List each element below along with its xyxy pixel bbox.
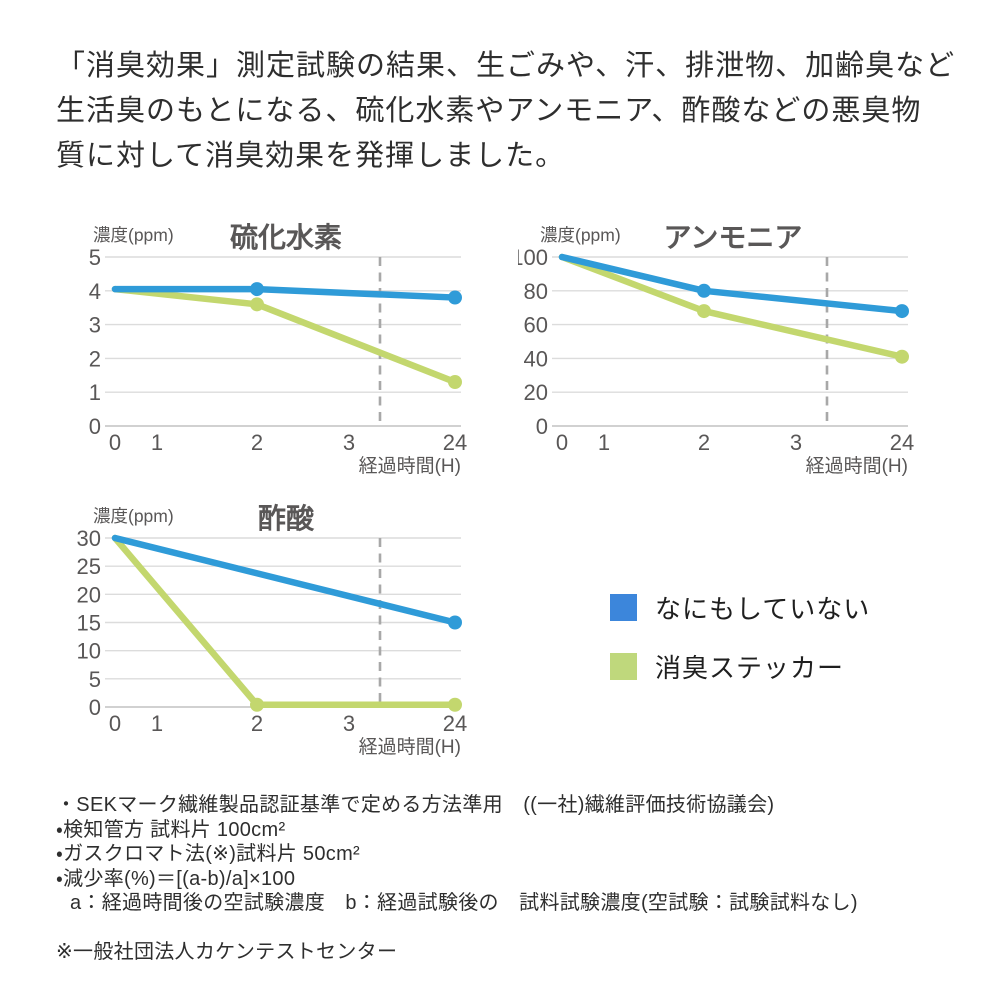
x-tick-label: 3 [343,430,355,455]
y-tick-label: 0 [89,695,101,720]
y-tick-label: 60 [524,313,548,338]
series-line [558,253,906,315]
legend-label-untreated: なにもしていない [655,594,871,624]
y-tick-label: 25 [77,554,101,579]
x-tick-label: 24 [443,711,467,736]
y-axis-label: 濃度(ppm) [93,506,174,526]
y-tick-label: 100 [518,245,548,270]
data-point [895,349,909,364]
intro-text: 「消臭効果」測定試験の結果、生ごみや、汗、排泄物、加齢臭など 生活臭のもとになる… [56,44,961,179]
footnote-line-3: ・ガスクロマト法(※)試料片 50cm² [56,843,361,865]
footnote-note: ※一般社団法人カケンテストセンター [56,940,398,963]
y-tick-label: 20 [77,582,101,607]
x-axis-label: 経過時間(H) [359,736,461,758]
y-tick-label: 1 [89,380,101,405]
intro-line-1: 「消臭効果」測定試験の結果、生ごみや、汗、排泄物、加齢臭など [56,50,956,82]
x-tick-label: 1 [151,430,163,455]
y-tick-label: 2 [89,346,101,371]
intro-line-2: 生活臭のもとになる、硫化水素やアンモニア、酢酸などの悪臭物 [56,95,922,127]
y-tick-label: 15 [77,611,101,636]
y-tick-label: 40 [524,346,548,371]
data-point [448,615,462,630]
x-tick-label: 0 [109,711,121,736]
x-tick-label: 2 [251,711,263,736]
legend-label-sticker: 消臭ステッカー [655,653,845,683]
y-tick-label: 5 [89,667,101,692]
x-tick-label: 1 [151,711,163,736]
x-tick-label: 3 [790,430,802,455]
x-axis-label: 経過時間(H) [806,455,908,477]
data-point [448,375,462,390]
x-tick-label: 3 [343,711,355,736]
x-tick-label: 24 [443,430,467,455]
series-line [111,534,459,626]
footnotes: ・SEKマーク繊維製品認証基準で定める方法準用 ((一社)繊維評価技術協議会) … [56,793,858,964]
y-tick-label: 3 [89,313,101,338]
data-point [448,290,462,305]
footnote-line-4: ・減少率(%)＝[(a-b)/a]×100 [56,867,296,890]
legend-swatch-blue [610,594,637,621]
y-tick-label: 0 [536,414,548,439]
y-tick-label: 5 [89,245,101,270]
x-tick-label: 2 [251,430,263,455]
y-tick-label: 0 [89,414,101,439]
legend-item-sticker: 消臭ステッカー [610,648,870,685]
x-tick-label: 0 [109,430,121,455]
intro-line-3: 質に対して消臭効果を発揮しました。 [56,140,566,172]
footnote-line-2: ・検知管方 試料片 100cm² [56,818,286,841]
x-tick-label: 24 [890,430,914,455]
y-tick-label: 10 [77,639,101,664]
x-tick-label: 2 [698,430,710,455]
data-point [697,283,711,298]
chart-title: アンモニア [664,222,803,253]
x-tick-label: 1 [598,430,610,455]
data-point [895,304,909,319]
chart-title: 硫化水素 [230,222,342,253]
y-axis-label: 濃度(ppm) [93,225,174,245]
data-point [448,697,462,712]
y-tick-label: 4 [89,279,101,304]
legend-item-untreated: なにもしていない [610,589,870,626]
data-point [250,697,264,712]
data-point [250,282,264,297]
x-tick-label: 0 [556,430,568,455]
chart-title: 酢酸 [258,503,315,534]
y-tick-label: 20 [524,380,548,405]
footnote-line-5: a：経過時間後の空試験濃度 b：経過試験後の 試料試験濃度(空試験：試験試料なし… [70,892,858,914]
chart-hydrogen-sulfide: 0 1 2 3 4 5 0 1 2 3 24 経過時間(H) 濃度(ppm) 硫化水素 [71,214,471,480]
footnote-line-1: ・SEKマーク繊維製品認証基準で定める方法準用 ((一社)繊維評価技術協議会) [56,794,775,816]
y-axis-label: 濃度(ppm) [540,225,621,245]
data-point [697,304,711,319]
legend-swatch-green [610,653,637,680]
y-tick-label: 80 [524,279,548,304]
data-point [250,297,264,312]
y-tick-label: 30 [77,526,101,551]
x-axis-label: 経過時間(H) [359,455,461,477]
series-line [111,534,459,708]
legend: なにもしていない 消臭ステッカー [610,589,870,685]
chart-acetic-acid: 0 5 10 15 20 25 30 0 1 2 3 24 経過時間(H) 濃度(ppm) 酢酸 [71,495,471,761]
series-line [111,285,459,386]
